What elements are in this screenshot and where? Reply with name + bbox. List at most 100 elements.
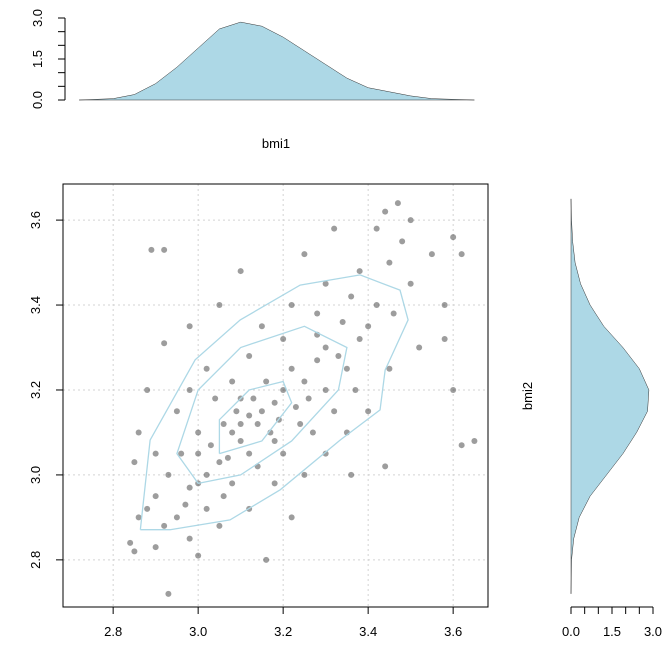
point <box>288 302 295 309</box>
plot-frame <box>62 183 489 608</box>
point <box>216 522 223 529</box>
point <box>186 323 193 330</box>
point <box>271 480 278 487</box>
point <box>135 429 142 436</box>
point <box>182 501 189 508</box>
y-tick-label: 3.0 <box>30 9 45 27</box>
x-tick-label: 1.5 <box>603 624 621 639</box>
point <box>178 450 185 457</box>
point <box>237 268 244 275</box>
x-tick-label: 3.2 <box>274 624 292 639</box>
point <box>144 505 151 512</box>
y-axis-label: bmi2 <box>520 382 535 410</box>
point <box>373 302 380 309</box>
point <box>224 454 231 461</box>
point <box>280 450 287 457</box>
point <box>322 386 329 393</box>
point <box>250 395 257 402</box>
point <box>186 535 193 542</box>
point <box>161 340 168 347</box>
point <box>335 353 342 360</box>
point <box>246 353 253 360</box>
y-tick-label: 0.0 <box>30 91 45 109</box>
point <box>186 386 193 393</box>
point <box>301 251 308 258</box>
point <box>271 399 278 406</box>
point <box>331 408 338 415</box>
point <box>343 365 350 372</box>
point <box>229 378 236 385</box>
point <box>216 302 223 309</box>
point <box>348 471 355 478</box>
point <box>161 246 168 253</box>
point <box>288 365 295 372</box>
y-tick-label: 1.5 <box>30 50 45 68</box>
point <box>152 450 159 457</box>
point <box>152 493 159 500</box>
contour <box>139 274 409 531</box>
point <box>450 386 457 393</box>
point <box>458 442 465 449</box>
point <box>131 459 138 466</box>
point <box>407 280 414 287</box>
point <box>271 437 278 444</box>
point <box>428 251 435 258</box>
x-tick-label: 3.0 <box>189 624 207 639</box>
point <box>246 412 253 419</box>
point <box>233 408 240 415</box>
point <box>161 522 168 529</box>
point <box>148 246 155 253</box>
point <box>292 403 299 410</box>
point <box>131 548 138 555</box>
point <box>322 450 329 457</box>
y-tick-label: 3.4 <box>28 296 43 314</box>
point <box>280 386 287 393</box>
point <box>152 544 159 551</box>
point <box>441 302 448 309</box>
point <box>173 408 180 415</box>
x-tick-label: 3.6 <box>444 624 462 639</box>
x-tick-label: 0.0 <box>562 624 580 639</box>
point <box>382 208 389 215</box>
point <box>458 251 465 258</box>
point <box>220 420 227 427</box>
x-tick-label: 3.4 <box>359 624 377 639</box>
point <box>386 365 393 372</box>
point <box>322 344 329 351</box>
point <box>203 505 210 512</box>
point <box>127 539 134 546</box>
point <box>301 378 308 385</box>
point <box>165 471 172 478</box>
point <box>314 310 321 317</box>
y-tick-label: 3.0 <box>28 466 43 484</box>
point <box>246 450 253 457</box>
y-tick-label: 3.2 <box>28 381 43 399</box>
x-tick-label: 3.0 <box>644 624 662 639</box>
x-tick-label: 2.8 <box>104 624 122 639</box>
point <box>203 471 210 478</box>
density-area <box>79 21 475 101</box>
point <box>348 293 355 300</box>
point <box>382 463 389 470</box>
point <box>237 437 244 444</box>
point <box>356 336 363 343</box>
point <box>322 280 329 287</box>
density-area <box>570 198 650 594</box>
point <box>394 200 401 207</box>
point <box>373 225 380 232</box>
point <box>254 420 261 427</box>
point <box>216 459 223 466</box>
point <box>135 514 142 521</box>
point <box>352 386 359 393</box>
point <box>339 319 346 326</box>
point <box>399 238 406 245</box>
point <box>288 514 295 521</box>
point <box>263 378 270 385</box>
point <box>301 471 308 478</box>
point <box>207 442 214 449</box>
point <box>173 514 180 521</box>
point <box>356 268 363 275</box>
point <box>144 386 151 393</box>
point <box>297 420 304 427</box>
point <box>165 590 172 597</box>
